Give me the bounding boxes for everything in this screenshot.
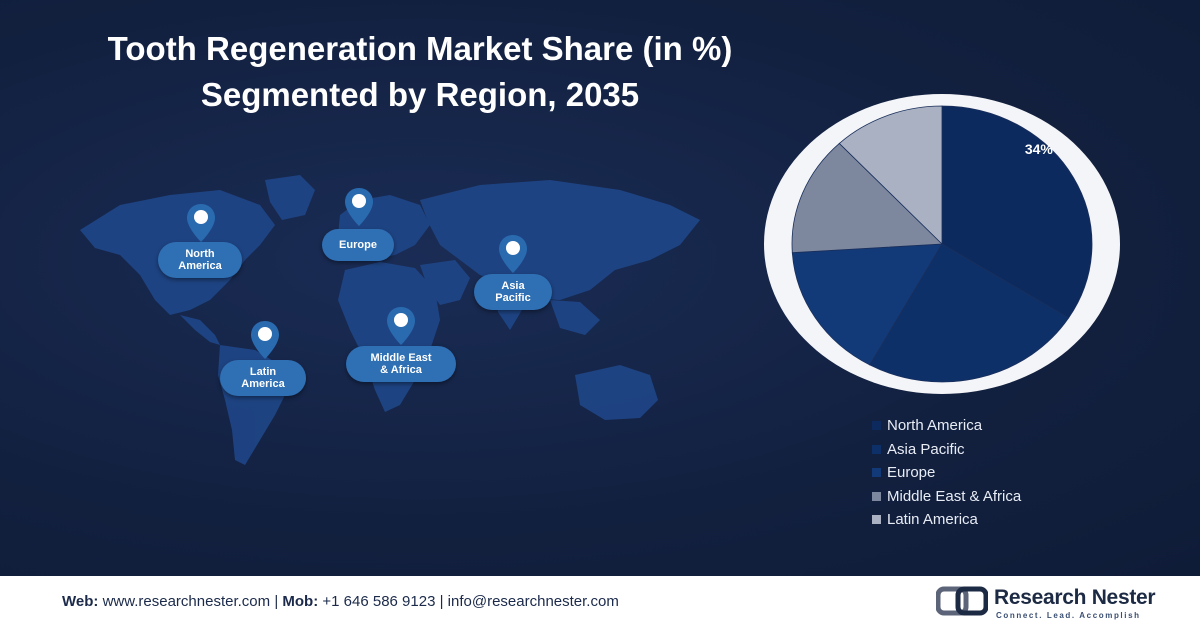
- map-label-middle-east-africa: Middle East & Africa: [346, 346, 456, 382]
- legend-swatch: [872, 421, 881, 431]
- map-label-line-1: North: [185, 248, 215, 260]
- map-land-asia: [420, 180, 700, 300]
- web-link[interactable]: www.researchnester.com: [102, 593, 271, 610]
- main-panel: Tooth Regeneration Market Share (in %) S…: [0, 0, 1200, 576]
- map-label-line-2: America: [178, 260, 222, 272]
- separator: |: [274, 593, 279, 610]
- legend-swatch: [872, 468, 881, 478]
- map-label-line-1: Europe: [339, 239, 377, 251]
- map-land-japan: [625, 235, 640, 265]
- legend-label: Middle East & Africa: [887, 487, 1022, 505]
- legend-swatch: [872, 491, 881, 501]
- chart-title-line-2: Segmented by Region, 2035: [200, 76, 640, 113]
- brand-tagline: Connect. Lead. Accomplish: [996, 611, 1141, 620]
- legend-item: Asia Pacific: [872, 438, 1021, 462]
- separator: |: [439, 593, 444, 610]
- pie-data-label: 34%: [1025, 141, 1054, 157]
- map-label-line-2: & Africa: [380, 364, 422, 376]
- map-land-middle-east: [420, 260, 470, 305]
- pie-slice-asia-pacific: [869, 243, 1070, 383]
- map-label-line-2: America: [241, 378, 285, 390]
- research-nester-logo-icon: [935, 586, 989, 616]
- map-pin-latin-america-icon: [251, 321, 279, 359]
- email-link[interactable]: info@researchnester.com: [447, 593, 619, 610]
- map-label-asia-pacific: Asia Pacific: [474, 274, 552, 310]
- mobile-label: Mob:: [282, 593, 319, 610]
- map-pin-asia-pacific-icon: [499, 235, 527, 273]
- map-pin-north-america-icon: [187, 204, 215, 242]
- map-pin-europe-icon: [345, 188, 373, 226]
- world-map: [80, 175, 700, 465]
- pie-chart: 34%: [764, 94, 1120, 394]
- pie-slices: [791, 105, 1093, 383]
- footer-bar: Web: www.researchnester.com | Mob: +1 64…: [0, 576, 1200, 628]
- map-land-central-america: [180, 315, 220, 345]
- map-label-line-2: Pacific: [495, 292, 531, 304]
- legend-item: Europe: [872, 461, 1021, 485]
- legend-swatch: [872, 515, 881, 525]
- chart-title: Tooth Regeneration Market Share (in %) S…: [60, 26, 780, 118]
- map-label-line-1: Asia: [501, 280, 525, 292]
- map-label-line-1: Middle East: [370, 352, 432, 364]
- legend-item: Latin America: [872, 508, 1021, 532]
- map-pin-middle-east-africa-icon: [387, 307, 415, 345]
- contact-info: Web: www.researchnester.com | Mob: +1 64…: [62, 593, 619, 610]
- mobile-number: +1 646 586 9123: [322, 593, 436, 610]
- legend-item: Middle East & Africa: [872, 485, 1021, 509]
- map-land-greenland: [265, 175, 315, 220]
- legend-label: Latin America: [887, 511, 978, 529]
- brand-name: Research Nester: [994, 586, 1156, 609]
- legend-item: North America: [872, 414, 1021, 438]
- legend-swatch: [872, 444, 881, 454]
- brand-logo: Research Nester Connect. Lead. Accomplis…: [935, 586, 1156, 620]
- map-label-europe: Europe: [322, 229, 394, 261]
- pie-data-labels: 34%: [1025, 141, 1054, 157]
- map-land-southeast-asia: [550, 300, 600, 335]
- legend-label: Europe: [887, 464, 936, 482]
- pie-slice-north-america: [941, 105, 1093, 319]
- pie-slice-europe: [791, 243, 943, 366]
- legend-label: Asia Pacific: [887, 440, 965, 458]
- map-label-latin-america: Latin America: [220, 360, 306, 396]
- web-label: Web:: [62, 593, 99, 610]
- legend-label: North America: [887, 417, 983, 435]
- chart-legend: North America Asia Pacific Europe Middle Ea…: [872, 414, 1021, 532]
- pie-slice-middle-east-africa: [791, 142, 943, 254]
- map-label-line-1: Latin: [249, 366, 277, 378]
- chart-title-line-1: Tooth Regeneration Market Share (in %): [107, 30, 733, 67]
- map-label-north-america: North America: [158, 242, 242, 278]
- map-land-australia: [575, 365, 658, 420]
- pie-slice-latin-america: [838, 105, 943, 245]
- pie-chart-container: 34%: [764, 94, 1120, 399]
